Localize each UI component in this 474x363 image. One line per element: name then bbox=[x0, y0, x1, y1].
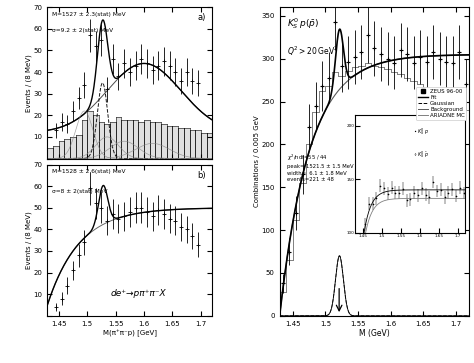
Text: $Q^2>20\,\mathrm{GeV}^2$: $Q^2>20\,\mathrm{GeV}^2$ bbox=[287, 44, 338, 58]
Y-axis label: Combinations / 0.005 GeV: Combinations / 0.005 GeV bbox=[254, 116, 260, 207]
X-axis label: M (GeV): M (GeV) bbox=[359, 330, 390, 338]
Text: M=1527 ± 2.3(stat) MeV: M=1527 ± 2.3(stat) MeV bbox=[52, 12, 126, 17]
X-axis label: M(π⁺π⁻p) [GeV]: M(π⁺π⁻p) [GeV] bbox=[103, 330, 157, 337]
Text: a): a) bbox=[197, 13, 206, 22]
Text: de⁺→pπ⁺π⁻X: de⁺→pπ⁺π⁻X bbox=[110, 289, 166, 298]
Text: $\chi^2$/ndf=55 / 44
peak= 1521.5 ± 1.5 MeV
width=  6.1 ± 1.8 MeV
events=221 ± 4: $\chi^2$/ndf=55 / 44 peak= 1521.5 ± 1.5 … bbox=[287, 152, 354, 182]
Y-axis label: Events / (8 MeV): Events / (8 MeV) bbox=[26, 211, 32, 269]
Text: σ=9.2 ± 2(stat) MeV: σ=9.2 ± 2(stat) MeV bbox=[52, 28, 113, 33]
Text: $K_S^0\,p(\bar{p})$: $K_S^0\,p(\bar{p})$ bbox=[287, 16, 319, 32]
Text: M=1528 ± 2.6(stat) MeV: M=1528 ± 2.6(stat) MeV bbox=[52, 169, 126, 174]
Y-axis label: Events / (8 MeV): Events / (8 MeV) bbox=[26, 54, 32, 112]
Text: b): b) bbox=[197, 171, 206, 180]
Legend: ZEUS 96-00, Fit, Gaussian, Background, ARIADNE MC: ZEUS 96-00, Fit, Gaussian, Background, A… bbox=[416, 87, 466, 120]
Text: σ=8 ± 2(stat) MeV: σ=8 ± 2(stat) MeV bbox=[52, 189, 108, 194]
